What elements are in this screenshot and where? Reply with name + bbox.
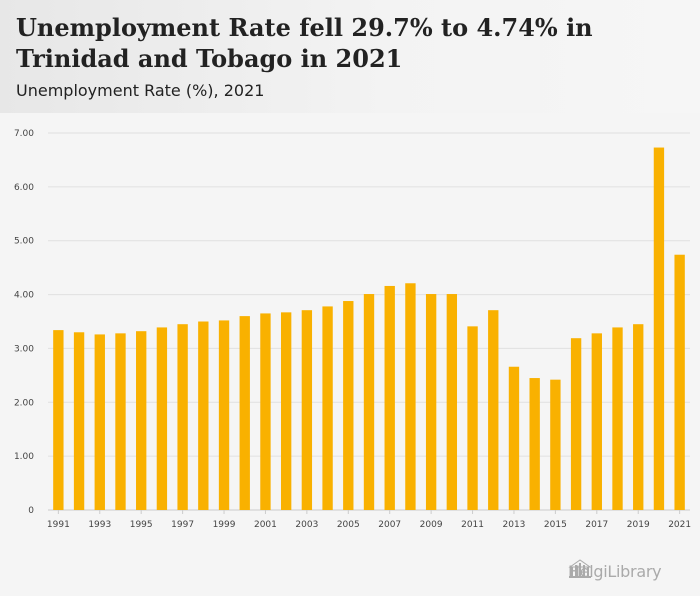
x-tick-label: 2005 <box>337 520 360 530</box>
chart-area: 0 1.00 2.00 3.00 4.00 5.00 6.00 7.00 1991 1993 199… <box>0 113 700 596</box>
y-tick-label: 5.00 <box>14 237 34 247</box>
bar-1998 <box>198 321 209 510</box>
x-tick-label: 2009 <box>420 520 443 530</box>
bar-2016 <box>570 338 582 510</box>
bar-2010 <box>446 294 458 510</box>
bar-1999 <box>218 320 230 510</box>
bar-2002 <box>280 312 292 510</box>
bar-1996 <box>156 327 168 510</box>
bar-2020 <box>653 147 665 510</box>
bar-2007 <box>384 285 395 510</box>
x-tick-label: 1999 <box>213 520 236 530</box>
chart-subtitle: Unemployment Rate (%), 2021 <box>16 81 265 100</box>
x-tick-label: 2019 <box>627 520 650 530</box>
bar-2000 <box>239 316 250 510</box>
bar-2012 <box>488 310 499 510</box>
y-tick-label: 7.00 <box>14 129 34 139</box>
bar-1992 <box>73 332 85 510</box>
helgi-library-logo: HelgiLibrary <box>568 559 662 583</box>
x-tick-label: 1993 <box>88 520 111 530</box>
bar-1995 <box>136 331 147 510</box>
bar-1994 <box>115 333 126 510</box>
bar-2009 <box>425 294 437 510</box>
bar-2003 <box>301 310 313 510</box>
bar-2006 <box>363 294 375 510</box>
x-tick-label: 2007 <box>378 520 401 530</box>
bar-1993 <box>94 334 105 510</box>
y-tick-label: 0 <box>28 506 34 516</box>
bar-2013 <box>508 366 520 510</box>
bar-2011 <box>467 326 478 510</box>
bar-1991 <box>53 330 64 510</box>
bar-2018 <box>612 327 623 510</box>
bar-2014 <box>529 378 540 510</box>
chart-title: Unemployment Rate fell 29.7% to 4.74% in… <box>16 13 593 73</box>
library-building-icon <box>568 559 592 578</box>
x-tick-label: 2017 <box>585 520 608 530</box>
y-tick-label: 6.00 <box>14 183 34 193</box>
bar-2015 <box>550 379 561 510</box>
bar-2021 <box>674 254 685 510</box>
header: Unemployment Rate fell 29.7% to 4.74% in… <box>0 0 700 113</box>
x-tick-label: 2001 <box>254 520 277 530</box>
x-tick-label: 2015 <box>544 520 567 530</box>
x-tick-label: 1997 <box>171 520 194 530</box>
bar-2019 <box>633 324 644 510</box>
x-tick-label: 1995 <box>130 520 153 530</box>
x-tick-label: 2021 <box>668 520 691 530</box>
bar-chart: 0 1.00 2.00 3.00 4.00 5.00 6.00 7.00 1991 1993 199… <box>14 129 691 530</box>
bar-2008 <box>405 283 416 510</box>
bar-2004 <box>322 306 333 510</box>
bar-1997 <box>177 324 188 510</box>
x-tick-label: 1991 <box>47 520 70 530</box>
y-tick-label: 4.00 <box>14 291 34 301</box>
x-tick-label: 2013 <box>503 520 526 530</box>
bar-2017 <box>591 333 602 510</box>
x-tick-label: 2011 <box>461 520 484 530</box>
logo-text: HelgiLibrary <box>568 561 662 581</box>
bar-2005 <box>343 301 354 510</box>
y-tick-label: 1.00 <box>14 452 34 462</box>
x-tick-label: 2003 <box>295 520 318 530</box>
y-tick-label: 3.00 <box>14 344 34 354</box>
y-tick-label: 2.00 <box>14 398 34 408</box>
bar-2001 <box>260 313 271 510</box>
